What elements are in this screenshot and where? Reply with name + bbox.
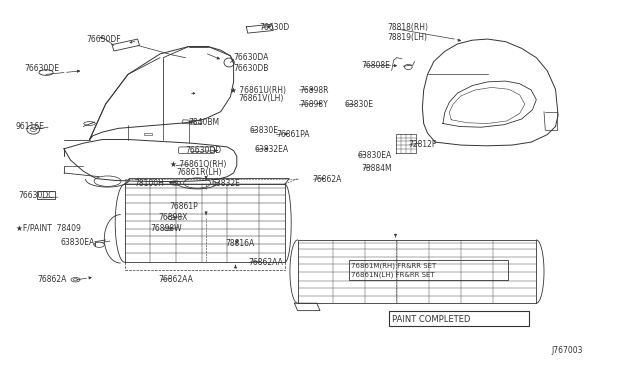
Text: 78816A: 78816A: [225, 239, 255, 248]
Text: 76630DF: 76630DF: [86, 35, 121, 44]
Text: 76861P: 76861P: [170, 202, 198, 211]
Text: PAINT COMPLETED: PAINT COMPLETED: [392, 315, 470, 324]
Text: 76630DD: 76630DD: [186, 146, 221, 155]
Text: 76898R: 76898R: [300, 86, 329, 94]
Text: 76898W: 76898W: [150, 224, 182, 233]
Text: 76630DC: 76630DC: [18, 191, 53, 200]
Text: 7840BM: 7840BM: [189, 118, 220, 126]
Text: 78100H: 78100H: [134, 179, 164, 187]
Text: 76630DA: 76630DA: [234, 53, 269, 62]
Text: 63832EA: 63832EA: [255, 145, 289, 154]
Text: 63830EA: 63830EA: [357, 151, 392, 160]
Bar: [389, 311, 529, 326]
Text: 76862A: 76862A: [37, 275, 67, 284]
Text: 78818(RH): 78818(RH): [387, 23, 428, 32]
Text: 76862A: 76862A: [312, 175, 342, 184]
Text: 76862AA: 76862AA: [248, 258, 283, 267]
Text: 76630DE: 76630DE: [24, 64, 60, 73]
Text: 76898Y: 76898Y: [300, 100, 328, 109]
Text: 63830E: 63830E: [344, 100, 373, 109]
Text: 63832E: 63832E: [211, 179, 240, 187]
Text: 72812F: 72812F: [408, 140, 436, 149]
Text: 76861PA: 76861PA: [276, 130, 310, 139]
Text: 76630D: 76630D: [259, 23, 289, 32]
Bar: [144, 133, 152, 135]
Text: 78884M: 78884M: [362, 164, 392, 173]
Text: 76630DB: 76630DB: [234, 64, 269, 73]
Text: 63830E: 63830E: [250, 126, 278, 135]
Text: 76898X: 76898X: [159, 213, 188, 222]
Text: ★F/PAINT  78409: ★F/PAINT 78409: [16, 223, 81, 232]
Text: 76861M(RH) FR&RR SET: 76861M(RH) FR&RR SET: [351, 263, 436, 269]
Text: 76861R(LH): 76861R(LH): [176, 169, 221, 177]
Text: 78819(LH): 78819(LH): [387, 33, 428, 42]
Text: 76808E: 76808E: [362, 61, 390, 70]
Text: ★ 76861Q(RH): ★ 76861Q(RH): [170, 160, 226, 169]
Bar: [37, 191, 55, 199]
Text: 76861V(LH): 76861V(LH): [238, 94, 284, 103]
Text: ★ 76861U(RH): ★ 76861U(RH): [230, 86, 287, 94]
Text: 96116E: 96116E: [16, 122, 45, 131]
Text: 76861N(LH) FR&RR SET: 76861N(LH) FR&RR SET: [351, 271, 435, 278]
Bar: [349, 260, 508, 280]
Text: 76862AA: 76862AA: [159, 275, 193, 284]
Text: J767003: J767003: [552, 346, 583, 355]
Bar: [182, 120, 202, 125]
Text: 63830EA: 63830EA: [61, 238, 95, 247]
